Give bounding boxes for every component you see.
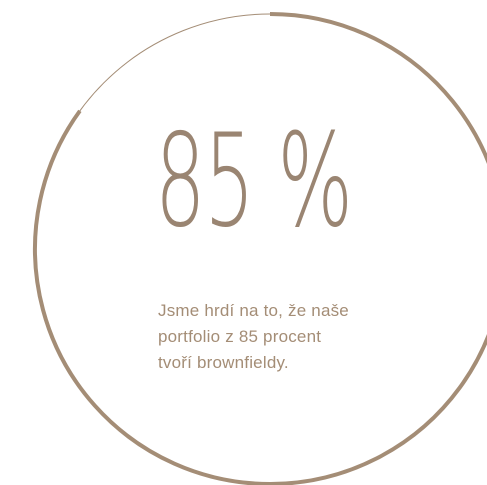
progress-ring-fill [33, 12, 487, 485]
caption-line: Jsme hrdí na to, že naše [158, 301, 349, 320]
stat-caption: Jsme hrdí na to, že naše portfolio z 85 … [158, 298, 428, 376]
stat-value: 85 % [155, 107, 353, 256]
caption-line: portfolio z 85 procent [158, 327, 322, 346]
caption-line: tvoří brownfieldy. [158, 353, 289, 372]
